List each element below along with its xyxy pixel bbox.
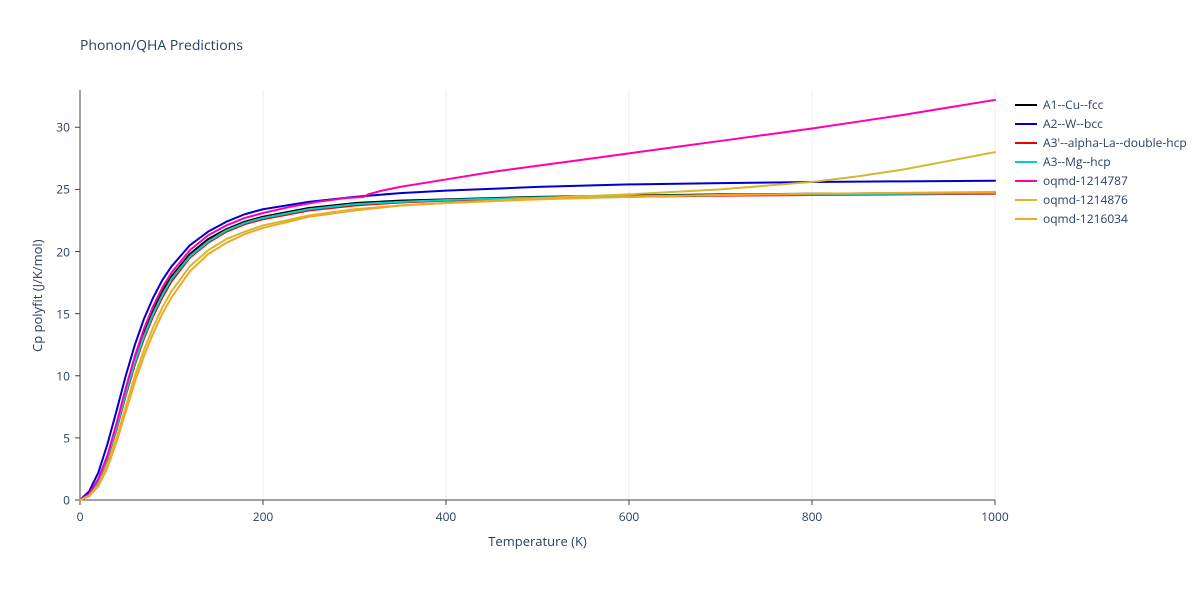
y-tick-label: 10 bbox=[56, 367, 70, 384]
legend-label: A2--W--bcc bbox=[1043, 115, 1103, 132]
y-tick-label: 30 bbox=[56, 119, 70, 136]
x-tick-label: 200 bbox=[253, 508, 274, 525]
chart-legend: A1--Cu--fcc A2--W--bcc A3'--alpha-La--doub… bbox=[1015, 95, 1187, 228]
chart-plot bbox=[80, 90, 995, 500]
x-tick-label: 0 bbox=[77, 508, 84, 525]
y-tick-label: 15 bbox=[56, 305, 70, 322]
legend-item[interactable]: oqmd-1216034 bbox=[1015, 209, 1187, 228]
legend-item[interactable]: A2--W--bcc bbox=[1015, 114, 1187, 133]
y-axis-label: Cp polyfit (J/K/mol) bbox=[28, 239, 46, 352]
x-axis-label: Temperature (K) bbox=[488, 532, 587, 550]
legend-swatch bbox=[1015, 123, 1037, 125]
legend-label: oqmd-1216034 bbox=[1043, 210, 1128, 227]
legend-swatch bbox=[1015, 199, 1037, 201]
legend-label: oqmd-1214787 bbox=[1043, 172, 1128, 189]
legend-swatch bbox=[1015, 180, 1037, 182]
x-tick-label: 1000 bbox=[981, 508, 1008, 525]
legend-swatch bbox=[1015, 218, 1037, 220]
y-tick-label: 5 bbox=[63, 429, 70, 446]
chart-title: Phonon/QHA Predictions bbox=[80, 36, 243, 55]
legend-label: A3--Mg--hcp bbox=[1043, 153, 1111, 170]
legend-item[interactable]: A1--Cu--fcc bbox=[1015, 95, 1187, 114]
legend-item[interactable]: A3'--alpha-La--double-hcp bbox=[1015, 133, 1187, 152]
legend-label: oqmd-1214876 bbox=[1043, 191, 1128, 208]
legend-label: A1--Cu--fcc bbox=[1043, 96, 1103, 113]
legend-label: A3'--alpha-La--double-hcp bbox=[1043, 134, 1187, 151]
y-tick-label: 0 bbox=[63, 492, 70, 509]
x-tick-label: 800 bbox=[802, 508, 823, 525]
chart-page: Phonon/QHA Predictions Temperature (K) C… bbox=[0, 0, 1200, 600]
legend-item[interactable]: A3--Mg--hcp bbox=[1015, 152, 1187, 171]
x-tick-label: 600 bbox=[619, 508, 640, 525]
legend-swatch bbox=[1015, 104, 1037, 106]
legend-item[interactable]: oqmd-1214787 bbox=[1015, 171, 1187, 190]
y-tick-label: 25 bbox=[56, 181, 70, 198]
legend-item[interactable]: oqmd-1214876 bbox=[1015, 190, 1187, 209]
y-tick-label: 20 bbox=[56, 243, 70, 260]
legend-swatch bbox=[1015, 161, 1037, 163]
x-tick-label: 400 bbox=[436, 508, 457, 525]
legend-swatch bbox=[1015, 142, 1037, 144]
